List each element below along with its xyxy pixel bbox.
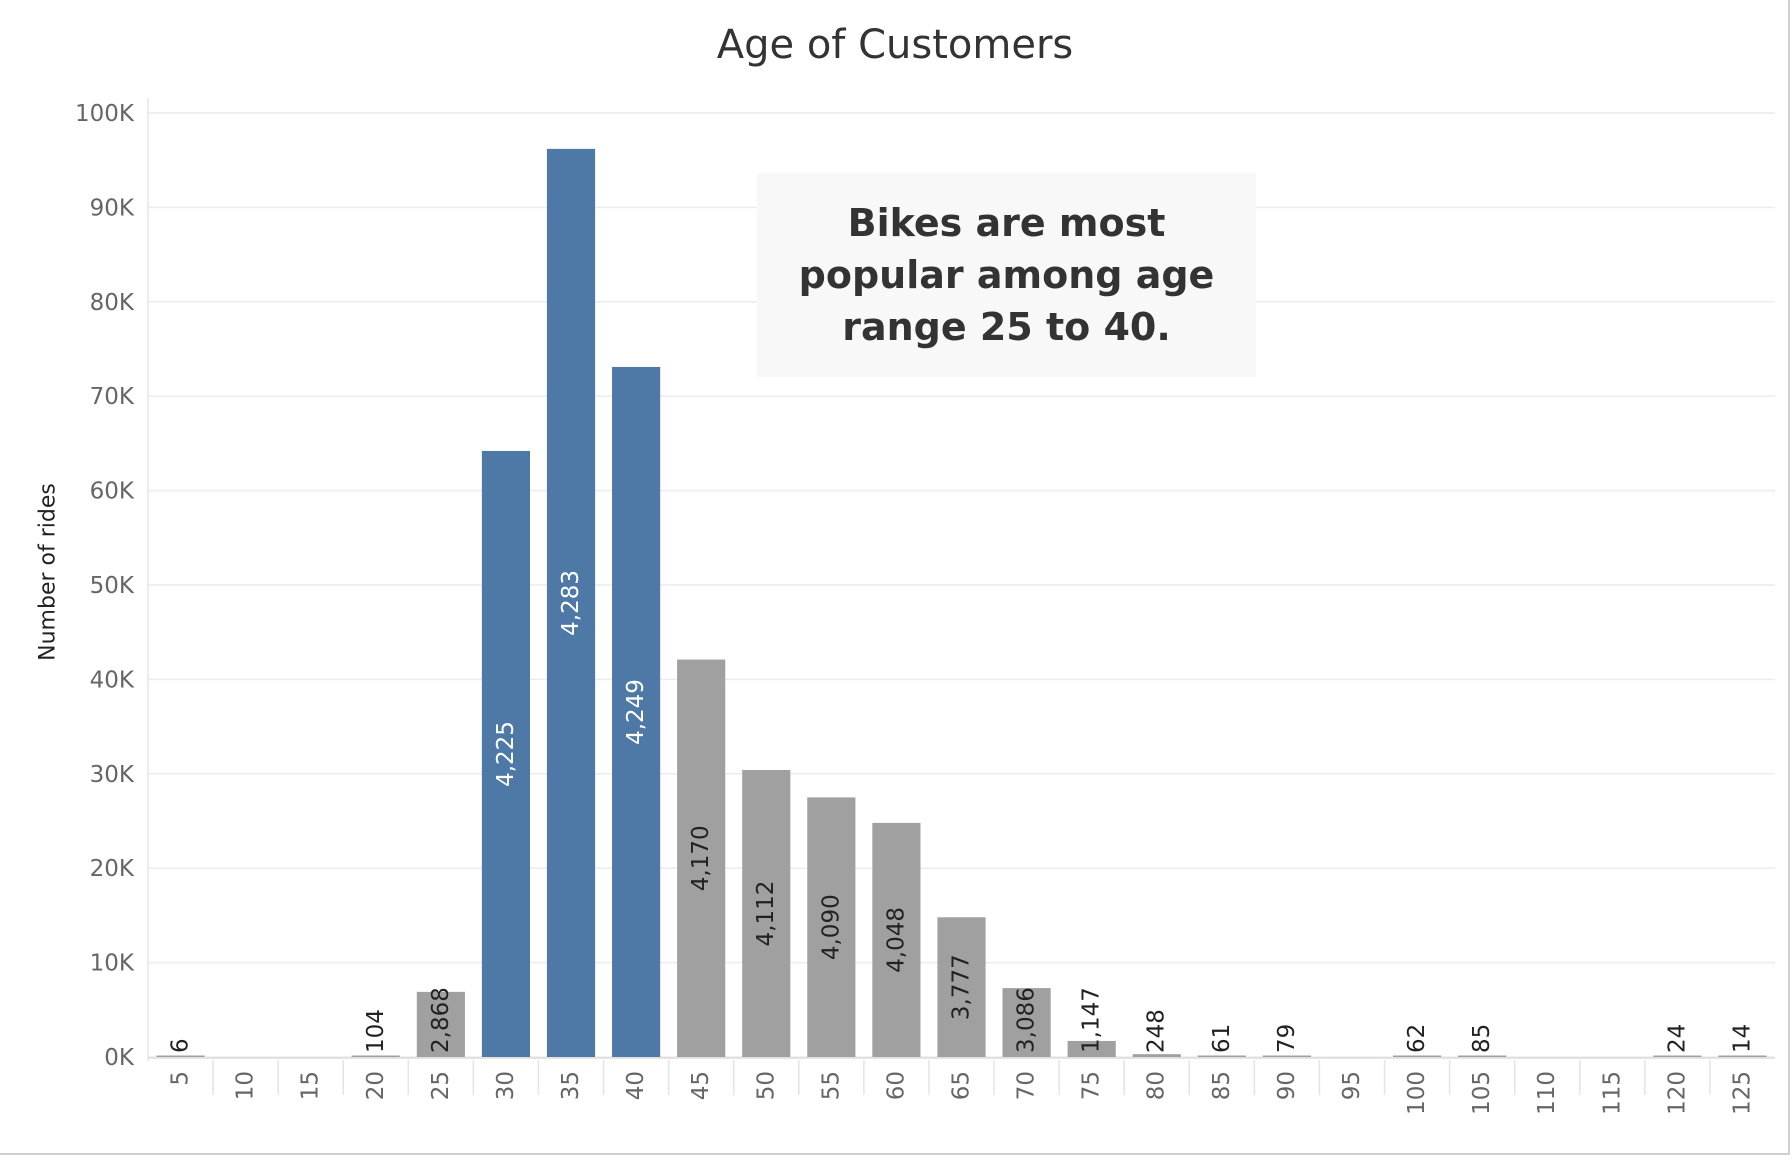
x-tick-label-15: 15 [298,1071,324,1100]
data-label-5: 6 [168,1038,194,1053]
x-tick-label-30: 30 [493,1071,519,1100]
bar-125 [1718,1055,1767,1057]
x-tick-label-90: 90 [1274,1071,1300,1100]
y-tick-label: 60K [90,479,135,505]
y-tick-label: 40K [90,667,135,693]
x-tick-label-65: 65 [949,1071,975,1100]
bar-45 [677,659,726,1057]
bar-70 [1002,988,1051,1057]
y-tick-label: 50K [90,573,135,599]
x-tick-label-100: 100 [1404,1071,1430,1115]
data-label-25: 2,868 [428,987,454,1053]
annotation-text: Bikes are most popular among age range 2… [798,201,1215,349]
y-tick-label: 80K [90,290,135,316]
data-label-30: 4,225 [493,721,519,787]
data-label-125: 14 [1729,1024,1755,1053]
data-label-20: 104 [363,1009,389,1053]
bar-80 [1132,1054,1181,1057]
data-label-50: 4,112 [753,881,779,947]
data-label-85: 61 [1209,1024,1235,1053]
bar-25 [416,991,465,1057]
x-tick-label-45: 45 [688,1071,714,1100]
x-tick-label-80: 80 [1144,1071,1170,1100]
x-tick-label-50: 50 [753,1071,779,1100]
bar-75 [1067,1040,1116,1057]
bar-120 [1653,1055,1702,1057]
x-tick-label-70: 70 [1014,1071,1040,1100]
chart-title: Age of Customers [716,22,1074,68]
bar-30 [481,450,531,1057]
data-label-90: 79 [1274,1024,1300,1053]
data-label-55: 4,090 [818,894,844,960]
y-tick-label: 90K [90,195,135,221]
x-tick-label-120: 120 [1664,1071,1690,1115]
data-label-65: 3,777 [949,954,975,1020]
bar-105 [1458,1055,1507,1057]
x-tick-label-75: 75 [1079,1071,1105,1100]
data-label-40: 4,249 [623,679,649,745]
x-tick-label-25: 25 [428,1071,454,1100]
data-label-100: 62 [1404,1024,1430,1053]
data-label-45: 4,170 [688,825,714,891]
x-tick-label-55: 55 [818,1071,844,1100]
data-label-35: 4,283 [558,570,584,636]
bar-100 [1392,1055,1442,1057]
data-label-60: 4,048 [883,907,909,973]
x-tick-label-35: 35 [558,1071,584,1100]
x-tick-label-20: 20 [363,1071,389,1100]
x-tick-label-5: 5 [168,1071,194,1086]
data-label-70: 3,086 [1014,987,1040,1053]
x-tick-label-110: 110 [1534,1071,1560,1115]
bar-85 [1197,1055,1246,1057]
x-tick-label-95: 95 [1339,1071,1365,1100]
data-label-75: 1,147 [1079,987,1105,1053]
bar-35 [546,148,596,1057]
x-tick-label-60: 60 [883,1071,909,1100]
y-tick-label: 100K [75,101,135,127]
y-tick-label: 10K [90,951,135,977]
x-tick-label-85: 85 [1209,1071,1235,1100]
bar-40 [612,366,661,1057]
x-tick-label-40: 40 [623,1071,649,1100]
y-tick-label: 70K [90,384,135,410]
x-tick-label-115: 115 [1599,1071,1625,1115]
data-label-80: 248 [1144,1009,1170,1053]
bar-90 [1262,1055,1311,1057]
y-tick-label: 30K [90,762,135,788]
bar-5 [156,1055,205,1057]
x-tick-label-10: 10 [233,1071,259,1100]
y-tick-label: 0K [104,1045,135,1071]
x-tick-label-125: 125 [1729,1071,1755,1115]
y-tick-label: 20K [90,856,135,882]
annotation-box: Bikes are most popular among age range 2… [757,173,1256,377]
bar-20 [351,1055,400,1057]
data-label-105: 85 [1469,1024,1495,1053]
bar-50 [742,770,791,1057]
data-label-120: 24 [1664,1024,1690,1053]
bar-65 [937,917,986,1057]
x-tick-label-105: 105 [1469,1071,1495,1115]
bar-60 [872,822,921,1057]
bar-55 [807,797,856,1057]
